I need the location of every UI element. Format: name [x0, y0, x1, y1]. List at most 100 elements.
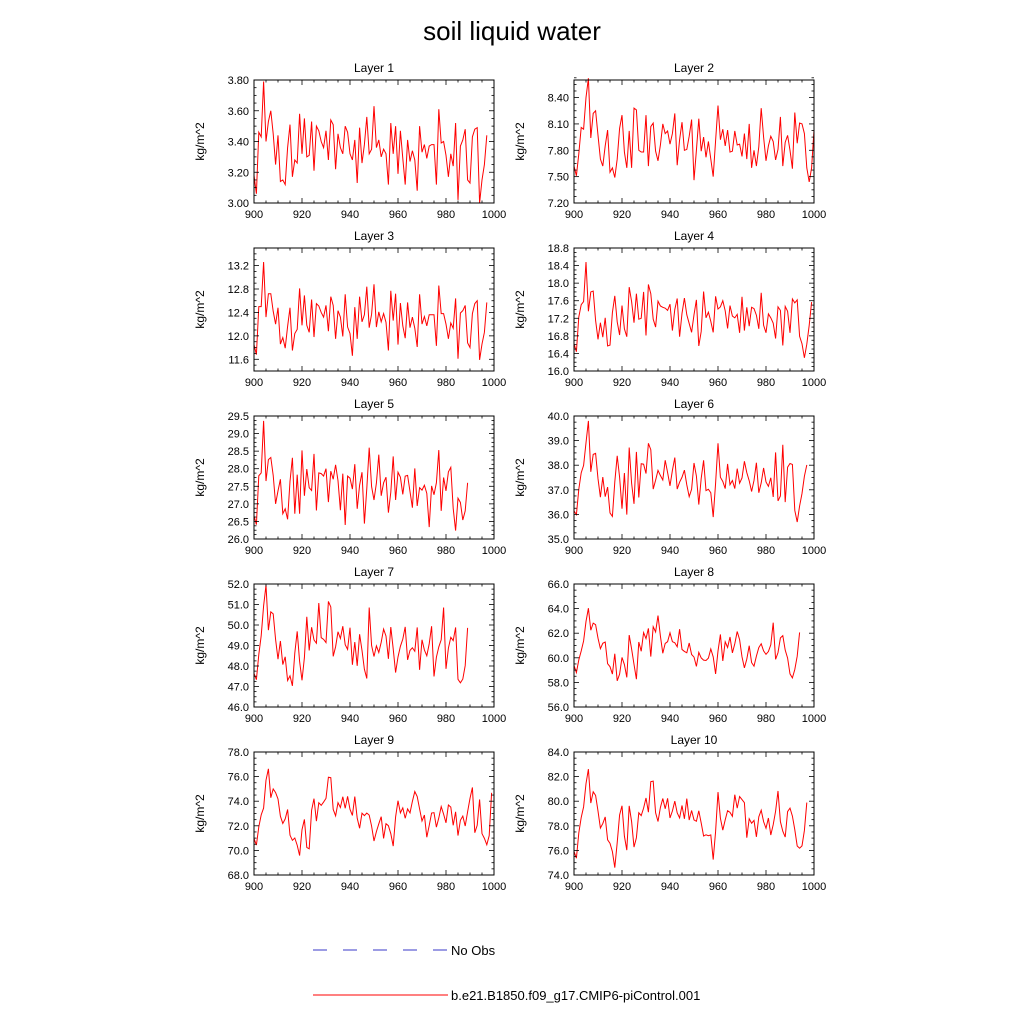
x-tick-label: 940 [661, 545, 679, 557]
x-tick-label: 1000 [802, 713, 826, 725]
y-tick-label: 70.0 [228, 845, 249, 857]
x-tick-label: 900 [245, 377, 263, 389]
panel-layer-10: 900 920 940 960 980 1000 74.0 76.0 78.0 80.0 82.0 8… [513, 733, 826, 893]
x-tick-label: 920 [293, 209, 311, 221]
x-tick-label: 1000 [482, 545, 506, 557]
y-tick-label: 18.4 [548, 261, 569, 273]
x-tick-label: 960 [709, 713, 727, 725]
y-tick-label: 7.80 [548, 145, 569, 157]
y-tick-label: 52.0 [228, 579, 249, 591]
y-axis-label: kg/m^2 [513, 458, 527, 497]
y-tick-label: 49.0 [228, 641, 249, 653]
y-tick-label: 16.4 [548, 348, 569, 360]
y-tick-label: 82.0 [548, 772, 569, 784]
panel-layer-2: 900 920 940 960 980 1000 7.20 7.50 7.80 8.10 8.40 L… [513, 61, 826, 221]
y-tick-label: 62.0 [548, 628, 569, 640]
x-tick-label: 920 [613, 209, 631, 221]
y-axis-label: kg/m^2 [513, 794, 527, 833]
panel-title: Layer 2 [674, 61, 714, 75]
y-tick-label: 3.00 [228, 198, 249, 210]
y-tick-label: 8.40 [548, 93, 569, 105]
x-tick-label: 940 [661, 881, 679, 893]
x-tick-label: 960 [709, 881, 727, 893]
series-line [573, 420, 808, 523]
y-tick-label: 3.20 [228, 167, 249, 179]
y-tick-label: 12.4 [228, 307, 249, 319]
x-tick-label: 960 [709, 545, 727, 557]
y-tick-label: 72.0 [228, 821, 249, 833]
y-axis-label: kg/m^2 [513, 290, 527, 329]
y-tick-label: 39.0 [548, 436, 569, 448]
y-tick-label: 60.0 [548, 653, 569, 665]
y-axis-label: kg/m^2 [513, 122, 527, 161]
x-tick-label: 960 [389, 209, 407, 221]
x-tick-label: 940 [341, 545, 359, 557]
series-line [573, 262, 813, 358]
y-tick-label: 56.0 [548, 702, 569, 714]
y-tick-label: 50.0 [228, 620, 249, 632]
x-tick-label: 980 [437, 545, 455, 557]
x-tick-label: 960 [389, 881, 407, 893]
y-tick-label: 16.8 [548, 331, 569, 343]
y-tick-label: 18.0 [548, 278, 569, 290]
x-tick-label: 920 [293, 713, 311, 725]
legend: No Obs b.e21.B1850.f09_g17.CMIP6-piContr… [313, 943, 700, 1003]
y-tick-label: 12.0 [228, 331, 249, 343]
y-tick-label: 18.8 [548, 243, 569, 255]
x-tick-label: 1000 [802, 545, 826, 557]
panel-title: Layer 5 [354, 397, 394, 411]
y-tick-label: 78.0 [228, 747, 249, 759]
y-tick-label: 27.0 [228, 499, 249, 511]
axes-frame [573, 79, 815, 204]
x-tick-label: 940 [661, 713, 679, 725]
y-tick-label: 37.0 [548, 485, 569, 497]
y-tick-label: 78.0 [548, 821, 569, 833]
x-tick-label: 900 [245, 713, 263, 725]
x-tick-label: 1000 [802, 377, 826, 389]
y-tick-label: 3.60 [228, 106, 249, 118]
panel-title: Layer 4 [674, 229, 714, 243]
y-tick-label: 7.20 [548, 198, 569, 210]
panel-layer-4: 900 920 940 960 980 1000 16.0 16.4 16.8 17.2 17.6 1… [513, 229, 826, 389]
x-tick-label: 900 [565, 209, 583, 221]
y-tick-label: 38.0 [548, 460, 569, 472]
x-tick-label: 980 [437, 377, 455, 389]
x-tick-label: 1000 [482, 713, 506, 725]
x-tick-label: 920 [293, 377, 311, 389]
x-tick-label: 980 [757, 377, 775, 389]
series-line [253, 420, 469, 531]
y-tick-label: 36.0 [548, 509, 569, 521]
x-tick-label: 920 [293, 545, 311, 557]
x-tick-label: 920 [613, 881, 631, 893]
y-tick-label: 40.0 [548, 411, 569, 423]
panel-layer-7: 900 920 940 960 980 1000 46.0 47.0 48.0 49.0 50.0 5… [193, 565, 506, 725]
x-tick-label: 940 [661, 209, 679, 221]
y-tick-label: 7.50 [548, 172, 569, 184]
y-tick-label: 51.0 [228, 600, 249, 612]
x-tick-label: 980 [757, 881, 775, 893]
series-line [253, 585, 469, 686]
y-tick-label: 74.0 [228, 796, 249, 808]
y-tick-label: 27.5 [228, 481, 249, 493]
panel-layer-8: 900 920 940 960 980 1000 56.0 58.0 60.0 62.0 64.0 6… [513, 565, 826, 725]
y-tick-label: 28.5 [228, 446, 249, 458]
y-axis-label: kg/m^2 [193, 626, 207, 665]
x-tick-label: 920 [293, 881, 311, 893]
y-tick-label: 17.2 [548, 313, 569, 325]
x-tick-label: 960 [389, 545, 407, 557]
y-tick-label: 17.6 [548, 296, 569, 308]
y-axis-label: kg/m^2 [513, 626, 527, 665]
y-tick-label: 11.6 [228, 354, 249, 366]
x-tick-label: 1000 [482, 209, 506, 221]
y-tick-label: 66.0 [548, 579, 569, 591]
y-tick-label: 16.0 [548, 366, 569, 378]
x-tick-label: 940 [341, 377, 359, 389]
x-tick-label: 900 [245, 881, 263, 893]
x-tick-label: 980 [437, 881, 455, 893]
panel-title: Layer 3 [354, 229, 394, 243]
y-axis-label: kg/m^2 [193, 794, 207, 833]
y-tick-label: 76.0 [548, 845, 569, 857]
panel-title: Layer 8 [674, 565, 714, 579]
panel-title: Layer 10 [671, 733, 718, 747]
